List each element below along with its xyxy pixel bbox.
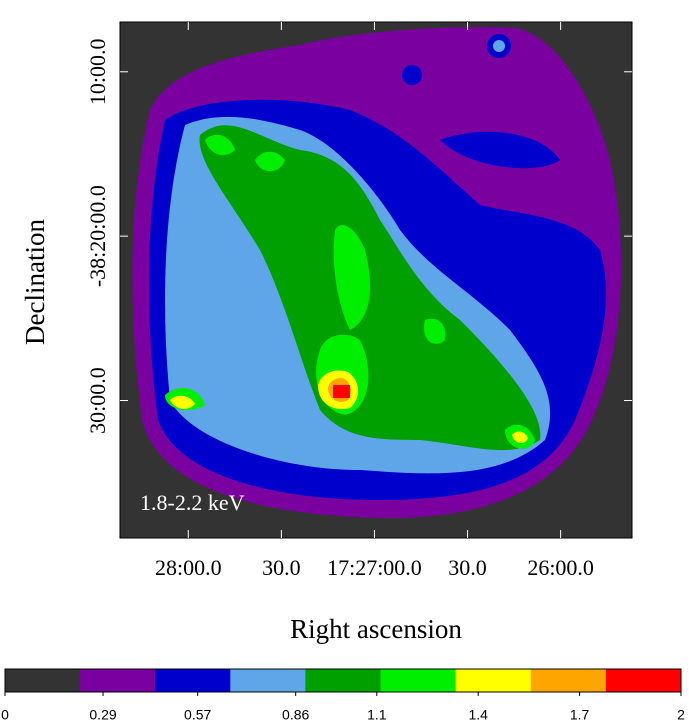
y-tick-label: -38:20:00.0 <box>85 185 110 287</box>
colorbar-tick-label: 2 <box>677 707 685 723</box>
colorbar-segment <box>80 669 156 692</box>
x-axis-label: Right ascension <box>290 614 462 644</box>
colorbar-tick-label: 0.86 <box>282 707 309 723</box>
colorbar-tick-label: 1.1 <box>367 707 387 723</box>
colorbar-tick-label: 0.57 <box>184 707 211 723</box>
colorbar-tick-label: 1.7 <box>570 707 590 723</box>
colorbar-tick-label: 0 <box>1 707 9 723</box>
y-tick-label: 10:00.0 <box>85 38 110 105</box>
y-tick-label: 30:00.0 <box>85 367 110 434</box>
colorbar-segment <box>5 669 81 692</box>
colorbar-segment <box>455 669 532 692</box>
x-tick-label: 30.0 <box>448 555 487 580</box>
colorbar-segment <box>530 669 607 692</box>
y-axis-label: Declination <box>20 219 50 345</box>
annotation: 1.8-2.2 keV <box>140 490 245 515</box>
colorbar-segment <box>155 669 231 692</box>
x-tick-label: 30.0 <box>262 555 301 580</box>
image <box>132 26 622 519</box>
colorbar-frame <box>4 668 682 693</box>
x-tick-label: 17:27:00.0 <box>327 555 422 580</box>
colorbar-segment <box>605 669 682 692</box>
colorbar-tick-label: 1.4 <box>468 707 488 723</box>
colorbar-segment <box>380 669 457 692</box>
colorbar-tick-label: 0.29 <box>89 707 116 723</box>
x-tick-label: 28:00.0 <box>155 555 222 580</box>
colorbar-segment <box>230 669 306 692</box>
colorbar-segment <box>305 669 382 692</box>
plot-frame <box>119 21 633 539</box>
x-tick-label: 26:00.0 <box>527 555 594 580</box>
